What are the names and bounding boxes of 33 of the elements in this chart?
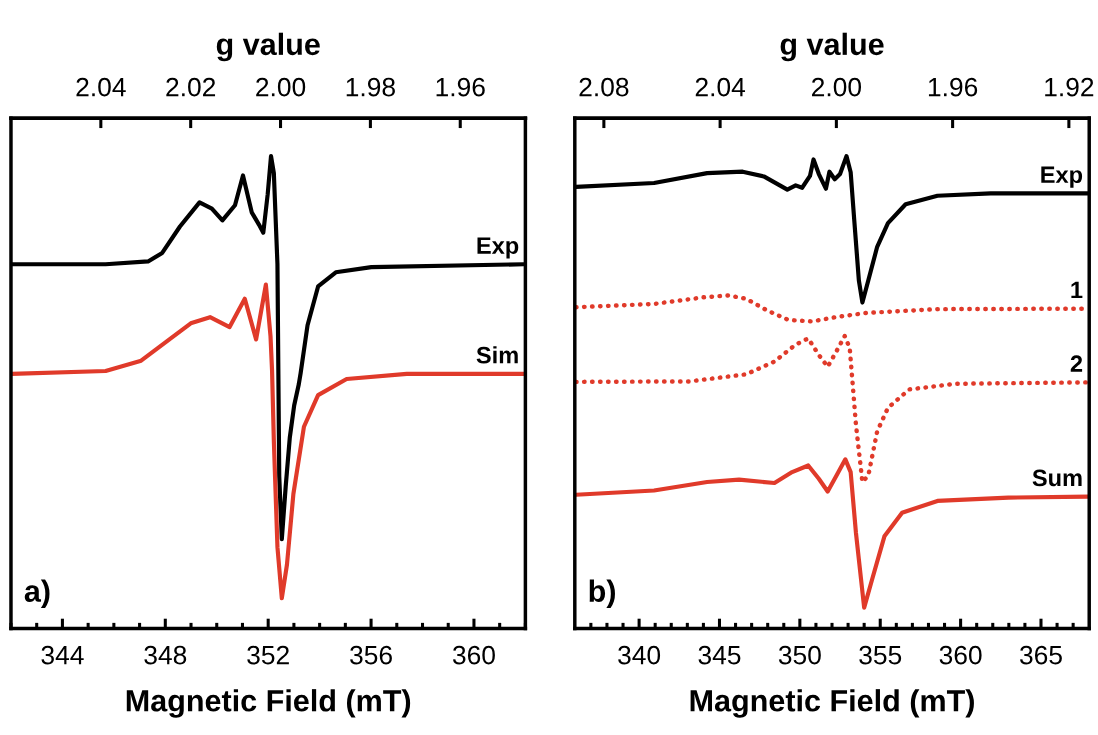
x-tick-label: 344 xyxy=(41,645,84,665)
annotation: b) xyxy=(589,579,615,609)
series-label: Exp xyxy=(1041,166,1083,188)
x2-tick-label: 1.96 xyxy=(436,77,485,97)
x2-axis-title: g value xyxy=(780,32,884,62)
x2-tick-label: 2.00 xyxy=(812,77,862,97)
x-tick-label: 340 xyxy=(618,645,661,665)
x-tick-label: 352 xyxy=(247,645,289,665)
x-tick-label: 350 xyxy=(778,645,821,665)
annotation: a) xyxy=(24,579,50,609)
x-tick-label: 355 xyxy=(859,645,902,665)
x2-tick-label: 1.92 xyxy=(1045,77,1094,97)
x2-tick-label: 2.08 xyxy=(579,77,629,97)
series-label: Sim xyxy=(476,346,518,364)
x2-tick-label: 2.04 xyxy=(76,77,126,97)
x2-tick-label: 2.02 xyxy=(166,77,216,97)
x2-tick-label: 1.96 xyxy=(928,77,978,97)
x-tick-label: 356 xyxy=(350,645,392,665)
x-tick-label: 360 xyxy=(939,645,982,665)
x-tick-label: 360 xyxy=(452,645,495,665)
x-tick-label: 365 xyxy=(1019,645,1062,665)
x2-tick-label: 2.00 xyxy=(256,77,306,97)
series-label: Sum xyxy=(1032,469,1082,487)
x-tick-label: 345 xyxy=(698,645,741,665)
x2-axis-title: g value xyxy=(216,32,320,62)
x-axis-title: Magnetic Field (mT) xyxy=(126,689,411,718)
series-label: 2 xyxy=(1070,355,1083,372)
series-label: Exp xyxy=(477,237,519,259)
x2-tick-label: 1.98 xyxy=(346,77,395,97)
x2-tick-label: 2.04 xyxy=(695,77,746,97)
series-label: 1 xyxy=(1071,281,1083,299)
x-axis-title: Magnetic Field (mT) xyxy=(690,689,974,718)
x-tick-label: 348 xyxy=(144,645,187,665)
